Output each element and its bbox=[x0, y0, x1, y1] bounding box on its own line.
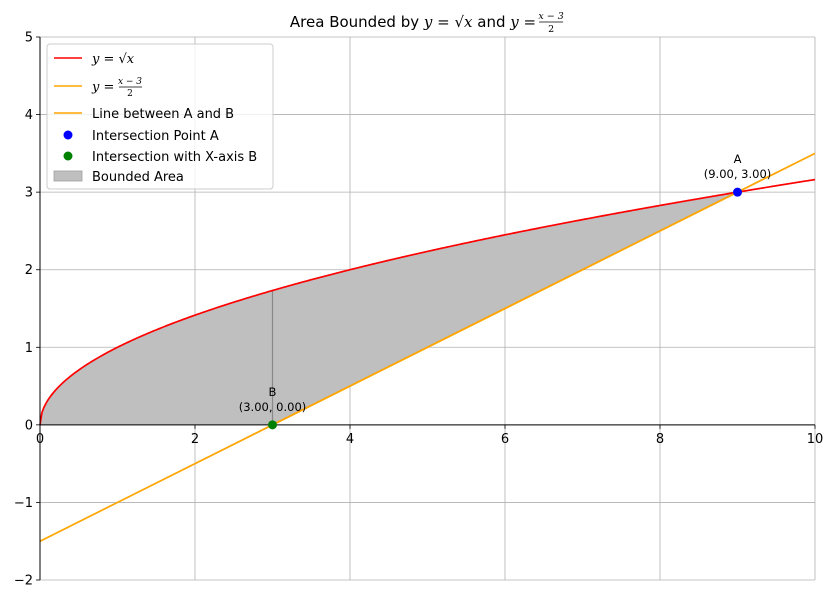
series-sqrt-x bbox=[39, 178, 816, 425]
point-a-label: A bbox=[734, 152, 742, 166]
legend-label-point-a: Intersection Point A bbox=[92, 129, 219, 144]
legend: y = √x y = x − 3 2 Line between A and B … bbox=[46, 43, 274, 190]
legend-label-linear-lhs: y = bbox=[91, 80, 114, 95]
legend-label-line-ab: Line between A and B bbox=[92, 107, 234, 122]
chart-title: Area Bounded by y = √x and y = bbox=[290, 13, 536, 31]
y-tick-label: −1 bbox=[14, 496, 33, 511]
legend-patch-area bbox=[53, 170, 83, 182]
x-tick-label: 10 bbox=[807, 432, 824, 447]
legend-marker-b bbox=[63, 151, 73, 161]
y-tick-label: 5 bbox=[25, 31, 33, 46]
legend-label-point-b: Intersection with X-axis B bbox=[92, 150, 257, 165]
point-b bbox=[268, 420, 277, 430]
title-fraction: x − 3 2 bbox=[538, 11, 563, 35]
x-tick-label: 4 bbox=[346, 432, 354, 447]
x-tick-label: 8 bbox=[656, 432, 664, 447]
title-eq2-numerator: x − 3 bbox=[538, 11, 563, 22]
point-a bbox=[733, 187, 742, 197]
x-tick-label: 6 bbox=[501, 432, 509, 447]
x-tick-label: 2 bbox=[191, 432, 199, 447]
legend-marker-a bbox=[63, 130, 73, 140]
title-eq2-lhs: y = bbox=[509, 13, 536, 31]
title-eq2-denominator: 2 bbox=[548, 24, 554, 35]
y-tick-label: 3 bbox=[25, 186, 33, 201]
legend-label-area: Bounded Area bbox=[92, 170, 184, 185]
point-b-label: B bbox=[269, 385, 277, 399]
title-prefix: Area Bounded by bbox=[290, 13, 424, 31]
legend-label-linear-num: x − 3 bbox=[118, 77, 142, 87]
y-tick-label: 4 bbox=[25, 108, 33, 123]
ticks: 0 2 4 6 8 10 −2 −1 0 1 2 3 4 5 bbox=[14, 31, 823, 589]
bounded-area bbox=[40, 192, 738, 425]
x-tick-label: 0 bbox=[36, 432, 44, 447]
legend-box bbox=[46, 43, 274, 190]
series-line-a-b bbox=[272, 191, 738, 426]
point-b-coords: (3.00, 0.00) bbox=[239, 400, 307, 414]
point-a-coords: (9.00, 3.00) bbox=[704, 167, 772, 181]
y-tick-label: 2 bbox=[25, 263, 33, 278]
y-tick-label: 1 bbox=[25, 341, 33, 356]
legend-label-sqrt: y = √x bbox=[91, 52, 135, 67]
title-joiner: and bbox=[473, 13, 511, 31]
intersection-points: A(9.00, 3.00) B(3.00, 0.00) bbox=[239, 152, 772, 430]
y-tick-label: −2 bbox=[14, 574, 33, 589]
y-tick-label: 0 bbox=[25, 418, 33, 433]
axes bbox=[39, 37, 815, 580]
legend-label-linear-den: 2 bbox=[127, 89, 133, 99]
title-eq1: y = √x bbox=[423, 13, 473, 31]
